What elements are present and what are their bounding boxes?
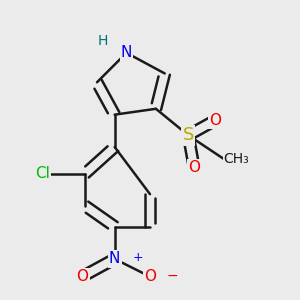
Text: CH₃: CH₃ <box>224 152 249 166</box>
Text: −: − <box>166 269 178 283</box>
Text: N: N <box>109 251 120 266</box>
Text: O: O <box>209 113 221 128</box>
Text: Cl: Cl <box>35 166 50 181</box>
Text: N: N <box>121 45 132 60</box>
Text: O: O <box>188 160 200 175</box>
Text: O: O <box>76 269 88 284</box>
Text: H: H <box>98 34 108 48</box>
Text: O: O <box>144 269 156 284</box>
Text: +: + <box>132 251 143 264</box>
Text: S: S <box>183 126 194 144</box>
